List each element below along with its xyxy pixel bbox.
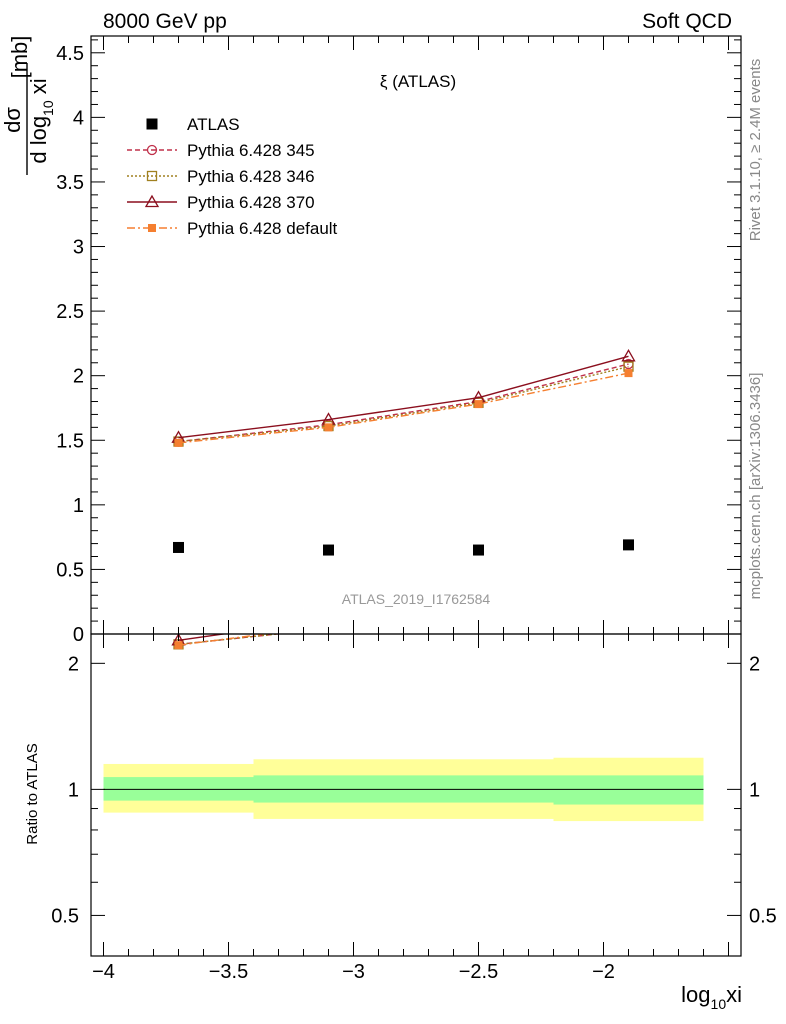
ratio-panel: 0.5 0.5 1 1 2 2 −4 −3.5 −3 −2.5 −2 Ratio to ATLAS [24, 613, 777, 983]
legend: ATLAS Pythia 6.428 345 Pythia 6.428 346 Pyt… [127, 115, 338, 238]
legend-label: Pythia 6.428 346 [187, 167, 315, 186]
ratio-y-tick-label-right: 0.5 [749, 905, 777, 927]
x-label-sub: 10 [711, 996, 727, 1012]
main-panel: 0 0.5 1 1.5 2 2.5 3 3.5 4 4.5 ξ (ATLAS) ATLAS_201… [56, 35, 742, 646]
ratio-y-tick-label: 1 [68, 779, 79, 801]
main-y-axis: 0 0.5 1 1.5 2 2.5 3 3.5 4 4.5 [56, 36, 741, 646]
data-point [324, 423, 333, 432]
x-axis-label: log10xi [681, 982, 742, 1012]
stat-uncertainty-band [103, 777, 254, 801]
main-y-tick-label: 3 [73, 237, 84, 259]
y-axis-label-unit: [mb] [7, 36, 32, 79]
data-point [623, 539, 634, 551]
main-y-tick-label: 0 [73, 624, 84, 646]
rivet-version-text: Rivet 3.1.10, ≥ 2.4M events [747, 59, 764, 242]
mcplots-text: mcplots.cern.ch [arXiv:1306.3436] [747, 373, 764, 600]
legend-marker [146, 170, 158, 182]
legend-marker [144, 194, 160, 208]
main-y-tick-label: 2 [73, 366, 84, 388]
data-point [624, 369, 633, 378]
series-1 [173, 358, 634, 447]
watermark-text: ATLAS_2019_I1762584 [342, 591, 491, 607]
data-point [473, 544, 484, 556]
x-tick-label: −4 [92, 961, 115, 983]
header-left-text: 8000 GeV pp [103, 10, 227, 33]
legend-marker [146, 118, 158, 130]
series-0 [173, 539, 634, 556]
data-point [621, 349, 636, 362]
data-point [474, 400, 483, 409]
ratio-y-tick-label-right: 1 [749, 779, 760, 801]
main-title: ξ (ATLAS) [380, 72, 456, 91]
y-label-den-pre: d log [26, 116, 51, 164]
main-y-tick-label: 1 [73, 495, 84, 517]
ratio-plot-frame [90, 633, 742, 957]
ratio-error-bands [103, 757, 704, 822]
series-line [178, 372, 629, 444]
main-y-tick-label: 3.5 [56, 172, 84, 194]
ratio-series-line [178, 634, 285, 646]
x-label-post: xi [726, 982, 742, 1007]
main-y-tick-label: 0.5 [56, 559, 84, 581]
y-label-den-post: xi [26, 78, 51, 100]
x-tick-label: −3 [342, 961, 365, 983]
series-line [178, 355, 629, 439]
y-axis-label: dσ d log10 xi [mb] [0, 36, 56, 175]
legend-label: ATLAS [187, 115, 240, 134]
stat-uncertainty-band [553, 775, 704, 805]
y-label-den-sub: 10 [40, 100, 56, 116]
ratio-data-point [174, 641, 183, 650]
legend-marker [148, 224, 156, 232]
ratio-y-axis: 0.5 0.5 1 1 2 2 [51, 653, 777, 927]
main-y-tick-label: 1.5 [56, 430, 84, 452]
x-tick-label: −3.5 [209, 961, 248, 983]
ratio-x-axis: −4 −3.5 −3 −2.5 −2 [92, 634, 729, 983]
main-y-tick-label: 4.5 [56, 43, 84, 65]
ratio-y-tick-label: 2 [68, 653, 79, 675]
data-point [173, 541, 184, 553]
y-axis-label-numerator: dσ [0, 107, 25, 133]
legend-label: Pythia 6.428 345 [187, 141, 315, 160]
data-point [174, 438, 183, 447]
x-tick-label: −2.5 [459, 961, 498, 983]
main-y-tick-label: 4 [73, 107, 84, 129]
series-line [178, 365, 629, 443]
ratio-y-axis-label: Ratio to ATLAS [24, 743, 41, 844]
main-y-tick-label: 2.5 [56, 301, 84, 323]
main-series-group [171, 349, 636, 556]
series-line [178, 363, 629, 443]
ratio-y-tick-label-right: 2 [749, 653, 760, 675]
legend-label: Pythia 6.428 default [187, 219, 338, 238]
legend-marker [146, 144, 158, 156]
series-3 [171, 349, 636, 443]
legend-label: Pythia 6.428 370 [187, 193, 315, 212]
y-axis-label-denominator: d log10 xi [26, 78, 56, 163]
x-label-pre: log [681, 982, 710, 1007]
series-4 [174, 369, 633, 447]
header-right-text: Soft QCD [642, 10, 732, 33]
ratio-y-tick-label: 0.5 [51, 905, 79, 927]
ratio-data-point [323, 613, 335, 624]
x-tick-label: −2 [592, 961, 615, 983]
data-point [323, 544, 334, 556]
